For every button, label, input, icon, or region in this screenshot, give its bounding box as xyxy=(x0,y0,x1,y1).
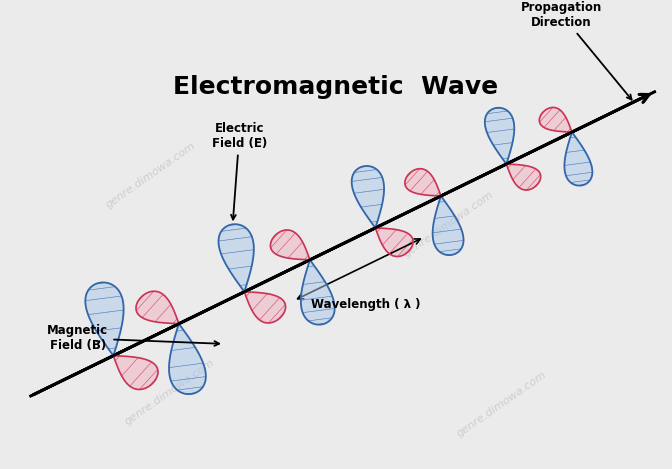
Text: Propagation
Direction: Propagation Direction xyxy=(521,0,632,99)
Polygon shape xyxy=(351,166,384,228)
Text: genre.dimowa.com: genre.dimowa.com xyxy=(124,358,217,427)
Polygon shape xyxy=(405,169,441,196)
Polygon shape xyxy=(564,132,593,186)
Polygon shape xyxy=(301,260,335,325)
Polygon shape xyxy=(136,291,179,324)
Text: Electric
Field (E⃗): Electric Field (E⃗) xyxy=(212,122,267,219)
Text: genre.dimowa.com: genre.dimowa.com xyxy=(402,189,495,258)
Polygon shape xyxy=(433,196,464,255)
Text: genre.dimowa.com: genre.dimowa.com xyxy=(103,141,197,211)
Polygon shape xyxy=(114,356,158,389)
Polygon shape xyxy=(169,324,206,394)
Polygon shape xyxy=(507,164,541,190)
Polygon shape xyxy=(540,107,572,132)
Polygon shape xyxy=(485,108,514,164)
Polygon shape xyxy=(218,224,254,292)
Polygon shape xyxy=(85,282,124,356)
Text: Magnetic
Field (B⃗): Magnetic Field (B⃗) xyxy=(47,324,219,352)
Text: genre.dimowa.com: genre.dimowa.com xyxy=(455,370,548,439)
Polygon shape xyxy=(245,292,286,323)
Text: Electromagnetic  Wave: Electromagnetic Wave xyxy=(173,75,499,99)
Text: Wavelength ( λ ): Wavelength ( λ ) xyxy=(311,297,420,310)
Polygon shape xyxy=(376,228,413,257)
Polygon shape xyxy=(270,230,310,260)
